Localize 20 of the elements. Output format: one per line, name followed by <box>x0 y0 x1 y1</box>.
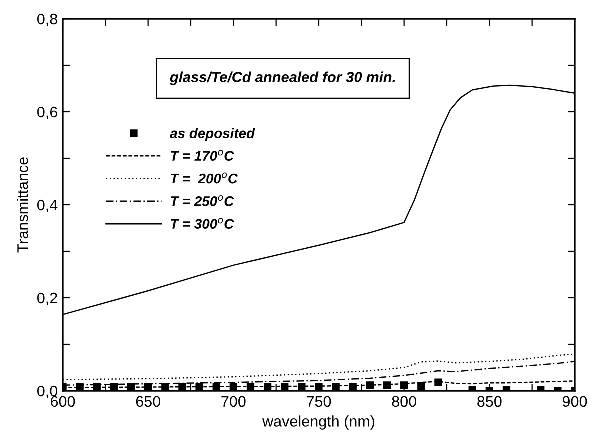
y-tick-label: 0,4 <box>38 200 58 212</box>
x-tick-label: 600 <box>51 396 76 408</box>
x-tick-label: 800 <box>392 396 416 408</box>
x-tick-label: 700 <box>222 396 246 408</box>
x-axis-title: wavelength (nm) <box>262 416 375 430</box>
legend-label: T = 170$^{o}$C <box>171 150 234 162</box>
x-tick-label: 850 <box>478 396 502 408</box>
legend-label: T = 300$^{o}$C <box>171 218 234 230</box>
legend-label: T = 250$^{o}$C <box>171 195 234 206</box>
x-tick-label: 900 <box>562 396 588 408</box>
legend-label: as deposited <box>170 128 256 142</box>
y-tick-label: 0,6 <box>38 106 58 120</box>
x-tick-label: 750 <box>307 396 332 408</box>
text: glass/Te/Cd annealed for 30 min. <box>170 72 396 86</box>
y-tick-label: 0,0 <box>38 386 58 398</box>
x-tick-label: 650 <box>136 396 160 408</box>
y-axis-title: Transmittance <box>17 158 28 253</box>
legend-label: T = 200$^{o}$C <box>171 172 238 184</box>
y-tick-label: 0,8 <box>38 14 58 26</box>
y-tick-label: 0,2 <box>38 292 58 306</box>
